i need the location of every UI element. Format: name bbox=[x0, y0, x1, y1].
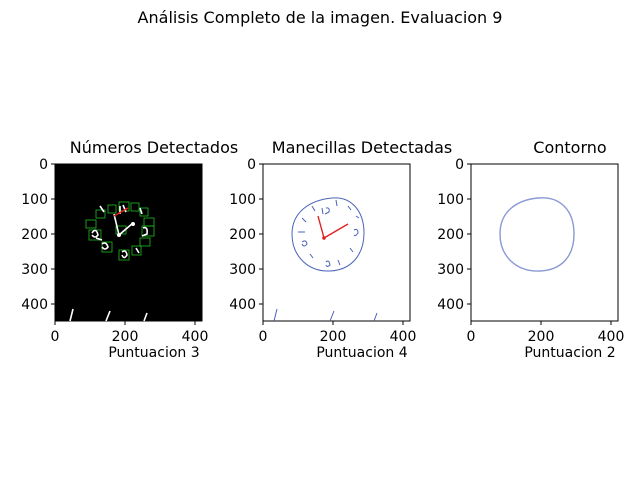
y-tick-labels: 0 100 200 300 400 bbox=[437, 157, 464, 313]
x-tick-labels: 0 200 400 bbox=[259, 329, 417, 345]
image-area bbox=[470, 163, 619, 322]
y-axis bbox=[467, 163, 471, 305]
x-axis bbox=[262, 321, 404, 325]
svg-text:400: 400 bbox=[598, 329, 625, 345]
detected-image bbox=[69, 201, 155, 322]
panel-title: Manecillas Detectadas bbox=[271, 138, 453, 157]
x-axis bbox=[470, 321, 612, 325]
detected-image bbox=[273, 197, 378, 322]
image-area bbox=[54, 163, 203, 322]
x-tick-labels: 0 200 400 bbox=[467, 329, 625, 345]
svg-text:0: 0 bbox=[39, 157, 48, 173]
svg-text:300: 300 bbox=[437, 262, 464, 278]
figure-suptitle: Análisis Completo de la imagen. Evaluaci… bbox=[137, 8, 503, 27]
svg-text:400: 400 bbox=[229, 297, 256, 313]
x-axis bbox=[54, 321, 196, 325]
svg-text:200: 200 bbox=[21, 227, 48, 243]
y-axis bbox=[51, 163, 55, 305]
svg-text:400: 400 bbox=[182, 329, 209, 345]
x-axis-label: Puntuacion 3 bbox=[108, 345, 200, 361]
x-axis-label: Puntuacion 4 bbox=[316, 345, 408, 361]
svg-text:0: 0 bbox=[247, 157, 256, 173]
panel-manecillas-detectadas: Manecillas Detectadas 0 100 200 300 400 bbox=[229, 138, 472, 370]
svg-text:200: 200 bbox=[320, 329, 347, 345]
svg-text:0: 0 bbox=[259, 329, 268, 345]
y-axis bbox=[259, 163, 263, 305]
svg-text:0: 0 bbox=[467, 329, 476, 345]
svg-text:200: 200 bbox=[528, 329, 555, 345]
svg-text:400: 400 bbox=[390, 329, 417, 345]
svg-text:400: 400 bbox=[437, 297, 464, 313]
y-tick-labels: 0 100 200 300 400 bbox=[229, 157, 256, 313]
svg-text:100: 100 bbox=[229, 192, 256, 208]
image-area bbox=[262, 163, 411, 322]
panel-axes: 0 100 200 300 400 0 200 400 bbox=[437, 157, 625, 345]
y-tick-labels: 0 100 200 300 400 bbox=[21, 157, 48, 313]
panel-title: Números Detectados bbox=[69, 138, 239, 157]
panel-title: Contorno bbox=[533, 138, 607, 157]
panel-contorno: Contorno 0 100 200 300 400 0 200 400 Pun… bbox=[437, 138, 640, 370]
x-axis-label: Puntuacion 2 bbox=[524, 345, 616, 361]
panel-axes: 0 100 200 300 400 0 200 400 bbox=[229, 157, 417, 345]
contour bbox=[499, 197, 575, 272]
svg-text:0: 0 bbox=[455, 157, 464, 173]
panel-axes: 0 100 200 300 400 0 200 400 bbox=[21, 157, 209, 345]
svg-text:300: 300 bbox=[229, 262, 256, 278]
panel-numeros-detectados: Números Detectados bbox=[21, 138, 264, 370]
x-tick-labels: 0 200 400 bbox=[51, 329, 209, 345]
svg-text:200: 200 bbox=[437, 227, 464, 243]
svg-text:400: 400 bbox=[21, 297, 48, 313]
svg-text:200: 200 bbox=[112, 329, 139, 345]
svg-text:0: 0 bbox=[51, 329, 60, 345]
svg-text:300: 300 bbox=[21, 262, 48, 278]
svg-text:100: 100 bbox=[437, 192, 464, 208]
svg-text:100: 100 bbox=[21, 192, 48, 208]
svg-text:200: 200 bbox=[229, 227, 256, 243]
